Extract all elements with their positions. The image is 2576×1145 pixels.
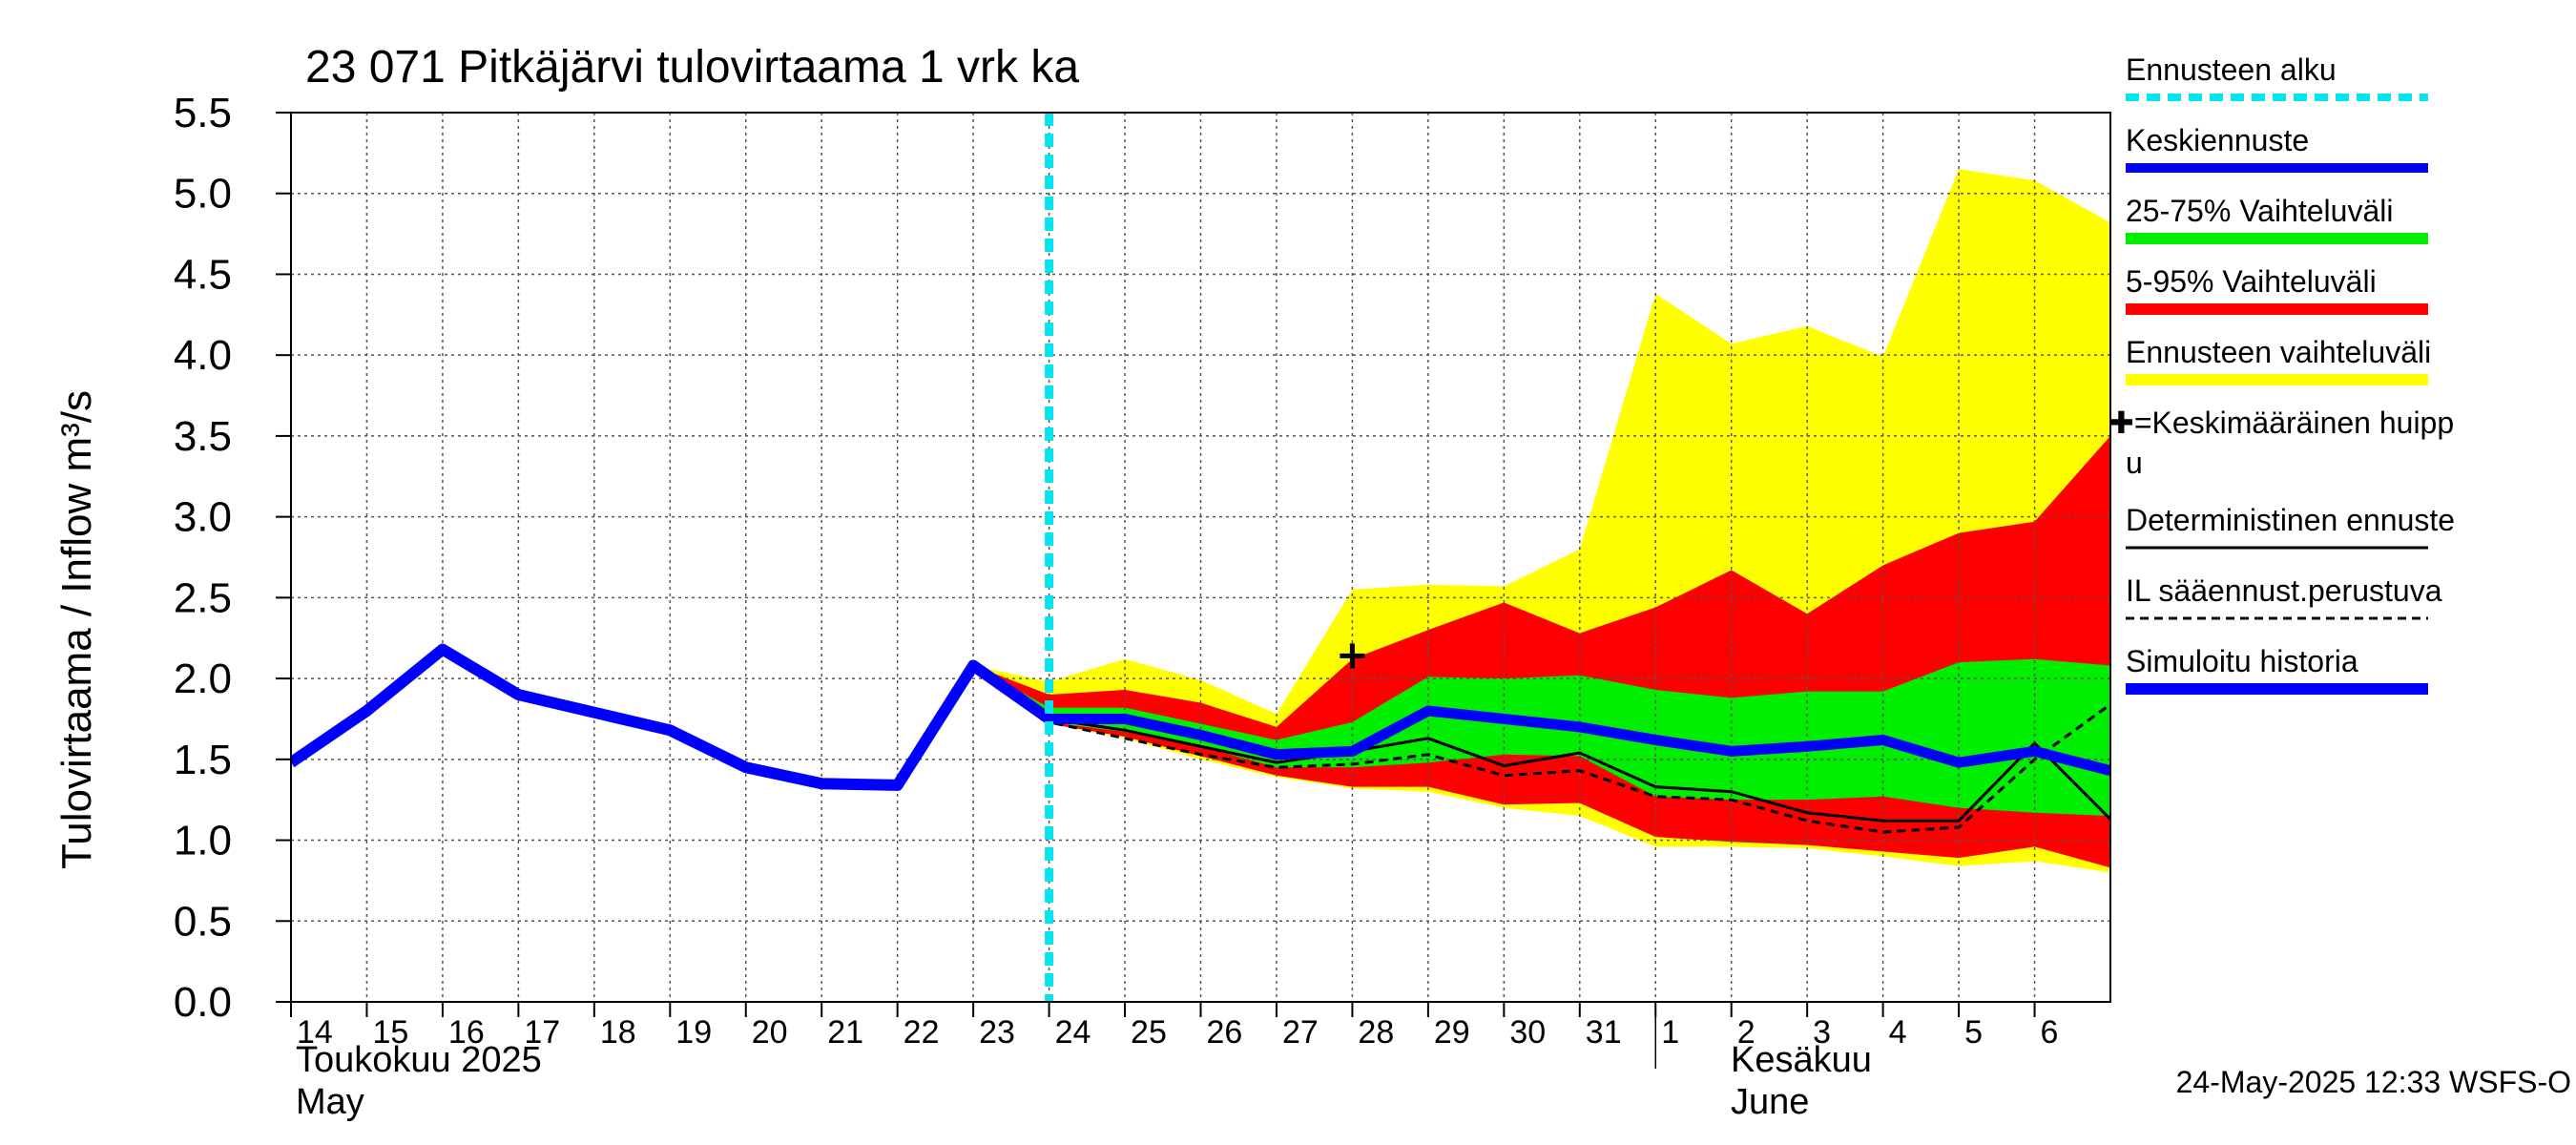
month-label-june-en: June (1731, 1082, 1809, 1122)
legend-mean-label: Keskiennuste (2126, 123, 2309, 157)
footer-timestamp: 24-May-2025 12:33 WSFS-O (2176, 1065, 2571, 1099)
x-tick-label: 29 (1434, 1014, 1470, 1051)
legend-range-label: Ennusteen vaihteluväli (2126, 335, 2431, 369)
x-tick-label: 17 (524, 1014, 560, 1051)
legend-peak-label-line1: ✚=Keskimääräinen huipp (2109, 406, 2454, 440)
x-tick-label: 20 (752, 1014, 788, 1051)
y-tick-label: 5.0 (174, 171, 232, 218)
peak-marker (1340, 643, 1365, 669)
series-mean-forecast (1049, 705, 2110, 777)
x-tick-label: 19 (675, 1014, 712, 1051)
x-tick-label: 3 (1813, 1014, 1831, 1051)
month-label-may-en: May (296, 1082, 364, 1122)
y-axis-label: Tulovirtaama / Inflow m³/s (53, 390, 100, 869)
legend-history-label: Simuloitu historia (2126, 644, 2358, 678)
month-label-june-fi: Kesäkuu (1731, 1040, 1872, 1080)
legend-deterministic-label: Deterministinen ennuste (2126, 503, 2455, 537)
x-tick-label: 23 (979, 1014, 1015, 1051)
x-tick-label: 26 (1207, 1014, 1243, 1051)
x-tick-label: 21 (827, 1014, 863, 1051)
y-tick-label: 5.5 (174, 90, 232, 136)
x-tick-label: 24 (1055, 1014, 1091, 1051)
x-tick-label: 14 (297, 1014, 333, 1051)
x-tick-label: 18 (600, 1014, 636, 1051)
x-tick-label: 25 (1131, 1014, 1167, 1051)
month-label-may-fi: Toukokuu 2025 (296, 1040, 542, 1080)
legend: Ennusteen alku Keskiennuste 25-75% Vaiht… (2109, 52, 2455, 695)
x-tick-label: 30 (1509, 1014, 1546, 1051)
y-tick-label: 3.5 (174, 413, 232, 460)
y-tick-label: 4.5 (174, 251, 232, 298)
y-tick-label: 1.5 (174, 737, 232, 783)
y-tick-label: 2.5 (174, 574, 232, 621)
x-tick-label: 22 (904, 1014, 940, 1051)
y-tick-label: 0.0 (174, 979, 232, 1026)
x-tick-label: 5 (1964, 1014, 1983, 1051)
y-tick-label: 4.0 (174, 332, 232, 379)
band-25-75-vaihteluv-li (973, 658, 2110, 817)
x-tick-label: 16 (448, 1014, 485, 1051)
x-tick-label: 2 (1737, 1014, 1755, 1051)
series-deterministic (972, 664, 2110, 822)
chart-title: 23 071 Pitkäjärvi tulovirtaama 1 vrk ka (305, 42, 1079, 93)
legend-p5-95-label: 5-95% Vaihteluväli (2126, 264, 2377, 299)
x-tick-label: 4 (1889, 1014, 1907, 1051)
y-tick-label: 3.0 (174, 494, 232, 541)
x-tick-label: 1 (1661, 1014, 1679, 1051)
x-tick-label: 31 (1586, 1014, 1622, 1051)
legend-forecast-start-label: Ennusteen alku (2126, 52, 2337, 87)
y-tick-label: 0.5 (174, 898, 232, 945)
series-simulated-history (291, 643, 1053, 791)
y-tick-label: 2.0 (174, 656, 232, 702)
x-tick-label: 15 (372, 1014, 408, 1051)
x-tick-label: 27 (1282, 1014, 1319, 1051)
y-tick-label: 1.0 (174, 818, 232, 864)
x-tick-label: 28 (1358, 1014, 1394, 1051)
x-tick-label: 6 (2041, 1014, 2059, 1051)
legend-peak-label-line2: u (2126, 446, 2143, 480)
legend-iqr-label: 25-75% Vaihteluväli (2126, 194, 2393, 228)
legend-il-based-label: IL sääennust.perustuva (2126, 573, 2442, 608)
